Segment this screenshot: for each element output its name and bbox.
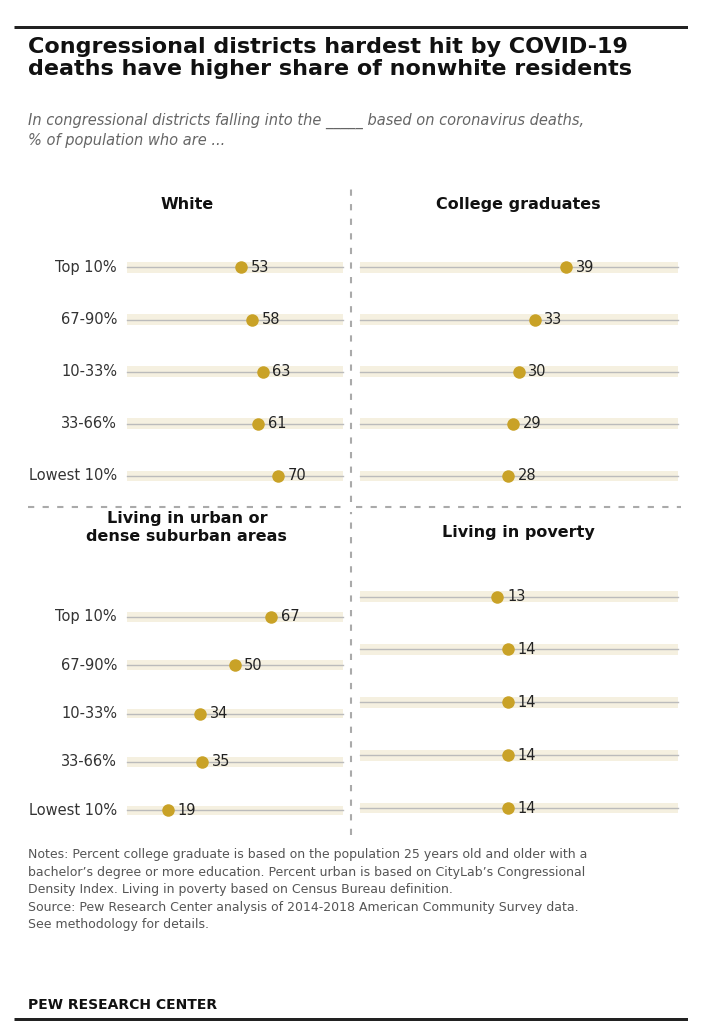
Text: 53: 53 [251, 260, 269, 275]
Text: White: White [160, 197, 213, 212]
Text: Notes: Percent college graduate is based on the population 25 years old and olde: Notes: Percent college graduate is based… [28, 848, 588, 931]
Text: 14: 14 [518, 642, 536, 657]
Text: 13: 13 [507, 589, 526, 604]
Text: 67-90%: 67-90% [60, 657, 117, 673]
Bar [359, 591, 677, 602]
Bar [359, 419, 677, 429]
Bar [126, 757, 343, 767]
Text: 14: 14 [518, 801, 536, 815]
Text: 39: 39 [576, 260, 595, 275]
Bar [359, 470, 677, 481]
Text: 33: 33 [544, 312, 562, 327]
Text: Congressional districts hardest hit by COVID-19
deaths have higher share of nonw: Congressional districts hardest hit by C… [28, 37, 632, 79]
Text: Living in poverty: Living in poverty [442, 525, 595, 540]
Text: 50: 50 [244, 657, 263, 673]
Text: 10-33%: 10-33% [61, 365, 117, 379]
Bar [359, 262, 677, 272]
Text: 63: 63 [272, 365, 291, 379]
Bar [126, 419, 343, 429]
Text: In congressional districts falling into the _____ based on coronavirus deaths,
%: In congressional districts falling into … [28, 113, 584, 147]
Bar [359, 697, 677, 708]
Text: 28: 28 [518, 468, 536, 483]
Text: 35: 35 [212, 755, 230, 769]
Bar [126, 806, 343, 815]
Text: 67-90%: 67-90% [60, 312, 117, 327]
Text: 14: 14 [518, 748, 536, 763]
Bar [126, 314, 343, 325]
Bar [359, 803, 677, 813]
Text: PEW RESEARCH CENTER: PEW RESEARCH CENTER [28, 998, 217, 1012]
Text: 29: 29 [523, 416, 542, 431]
Text: College graduates: College graduates [436, 197, 601, 212]
Text: 58: 58 [261, 312, 280, 327]
Bar [126, 612, 343, 622]
Bar [126, 709, 343, 719]
Text: 19: 19 [177, 803, 196, 818]
Text: 33-66%: 33-66% [61, 755, 117, 769]
Text: 10-33%: 10-33% [61, 707, 117, 721]
Text: 70: 70 [287, 468, 306, 483]
Bar [359, 367, 677, 377]
Text: Lowest 10%: Lowest 10% [29, 803, 117, 818]
Text: Living in urban or
dense suburban areas: Living in urban or dense suburban areas [86, 511, 287, 544]
Text: Lowest 10%: Lowest 10% [29, 468, 117, 483]
Text: 61: 61 [268, 416, 286, 431]
Text: 34: 34 [209, 707, 228, 721]
Text: Top 10%: Top 10% [55, 609, 117, 625]
Text: Top 10%: Top 10% [55, 260, 117, 275]
Bar [126, 262, 343, 272]
Bar [126, 470, 343, 481]
Bar [359, 750, 677, 761]
Bar [126, 367, 343, 377]
Text: 67: 67 [281, 609, 300, 625]
Text: 30: 30 [529, 365, 547, 379]
Text: 14: 14 [518, 695, 536, 710]
Bar [359, 314, 677, 325]
Bar [126, 660, 343, 670]
Bar [359, 644, 677, 654]
Text: 33-66%: 33-66% [61, 416, 117, 431]
